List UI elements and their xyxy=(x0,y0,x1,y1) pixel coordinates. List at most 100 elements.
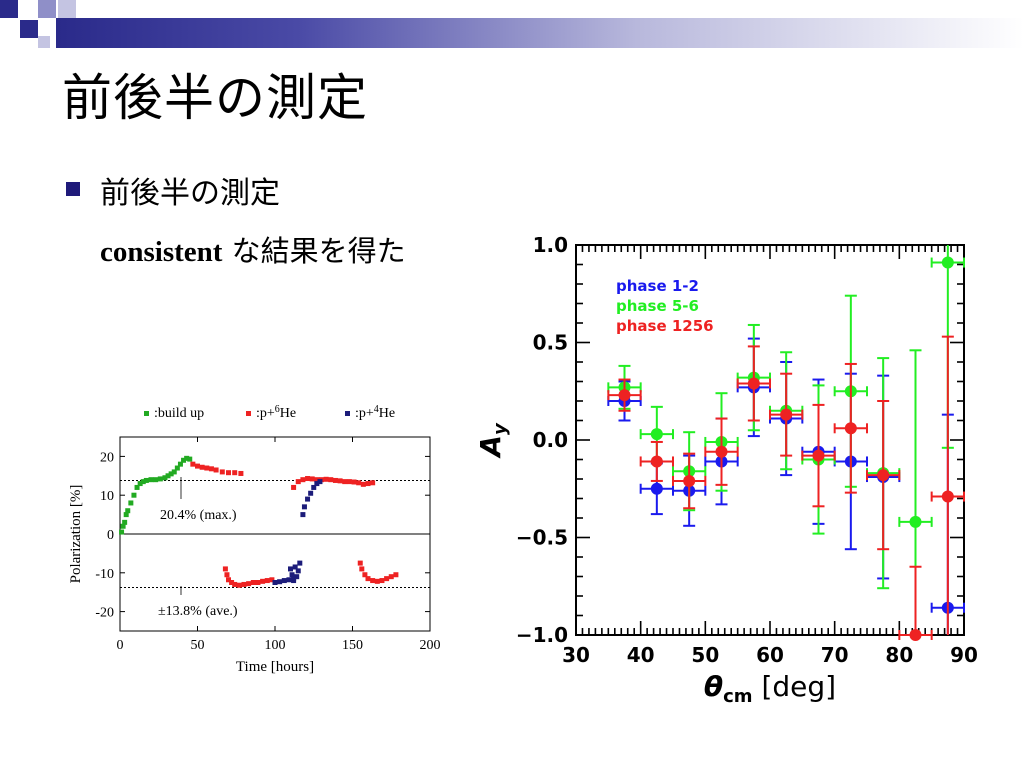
x-axis-label-unit: [deg] xyxy=(753,670,837,703)
bullet-square-icon xyxy=(66,182,80,196)
data-point xyxy=(941,256,954,269)
data-point xyxy=(294,574,300,580)
data-point xyxy=(715,445,728,458)
data-point xyxy=(208,466,214,472)
data-point xyxy=(295,479,301,485)
data-point xyxy=(288,566,293,572)
header-gradient-bar xyxy=(56,18,1024,48)
data-point xyxy=(213,467,219,473)
y-tick-label: 10 xyxy=(100,489,114,504)
legend-item: phase 1256 xyxy=(616,317,714,335)
x-tick-label: 90 xyxy=(950,643,978,667)
legend: :build up :p+6He :p+4He xyxy=(144,404,395,421)
y-tick-label: 0.0 xyxy=(533,428,568,452)
sub-bullet-japanese: な結果を得た xyxy=(222,234,406,268)
data-point xyxy=(286,577,292,583)
y-tick-label: 0.5 xyxy=(533,331,568,355)
data-point xyxy=(134,484,140,490)
bullet-text: 前後半の測定 xyxy=(100,176,280,211)
x-tick-label: 30 xyxy=(562,643,590,667)
data-point xyxy=(222,566,228,572)
y-axis-label: Ay xyxy=(480,422,511,459)
polarization-chart: :build up :p+6He :p+4He 0 50 100 150 2002010… xyxy=(68,404,441,675)
data-point xyxy=(162,475,168,481)
y-tick-label: −1.0 xyxy=(516,623,568,647)
data-point xyxy=(941,490,954,503)
sub-bullet-english: consistent xyxy=(100,236,223,268)
data-point xyxy=(747,377,760,390)
data-point xyxy=(260,578,266,584)
data-point xyxy=(131,492,137,498)
data-point xyxy=(119,529,125,535)
legend-swatch-build-up xyxy=(144,411,149,416)
data-point xyxy=(171,469,177,475)
data-point xyxy=(125,508,131,514)
data-point xyxy=(137,481,143,487)
data-point xyxy=(281,578,287,584)
x-tick-label: 100 xyxy=(265,638,286,653)
x-tick-label: 0 xyxy=(117,638,124,653)
legend-swatch-p4he xyxy=(345,411,350,416)
legend-text: :build up xyxy=(154,406,204,421)
data-point xyxy=(181,457,187,463)
data-point xyxy=(229,580,235,585)
data-point xyxy=(153,477,159,483)
data-point xyxy=(337,478,343,484)
data-point xyxy=(123,512,129,518)
data-point xyxy=(370,578,376,584)
data-point xyxy=(255,580,261,585)
data-point xyxy=(323,476,329,482)
data-point xyxy=(190,461,196,467)
data-point xyxy=(650,428,663,441)
data-point xyxy=(148,477,154,483)
data-point xyxy=(384,576,390,582)
data-point xyxy=(232,470,238,476)
legend-text: :p+ xyxy=(256,406,275,421)
y-tick-label: 1.0 xyxy=(533,233,568,257)
x-tick-label: 70 xyxy=(821,643,849,667)
data-point xyxy=(177,461,183,467)
data-point xyxy=(226,470,231,476)
annotation-max: 20.4% (max.) xyxy=(160,508,237,523)
data-point xyxy=(250,580,256,585)
data-point xyxy=(305,476,311,482)
data-point xyxy=(195,463,200,469)
x-axis-label: θcm [deg] xyxy=(704,670,836,707)
data-point xyxy=(120,523,126,529)
data-point xyxy=(300,512,306,518)
data-point xyxy=(365,576,371,582)
data-point xyxy=(168,471,174,477)
data-point xyxy=(291,484,297,490)
data-point xyxy=(328,477,334,483)
x-tick-label: 200 xyxy=(420,638,441,653)
data-point xyxy=(314,477,320,483)
series-phase-1256 xyxy=(607,335,965,641)
data-point xyxy=(780,408,793,421)
data-point xyxy=(291,576,297,582)
header-decoration xyxy=(0,0,1024,50)
legend-swatch-p6he xyxy=(246,411,251,416)
data-point xyxy=(246,581,252,587)
data-point xyxy=(165,473,171,479)
data-point xyxy=(219,469,225,475)
data-point xyxy=(317,479,323,485)
data-point xyxy=(308,490,314,496)
y-tick-label: −0.5 xyxy=(516,526,568,550)
axis-ticks: 30 40 50 60 70 80 90 1.0 0.5 0.0 −0.5 −1.0 xyxy=(516,233,978,667)
x-tick-label: 50 xyxy=(191,638,205,653)
data-point xyxy=(357,560,363,566)
y-tick-label: 0 xyxy=(107,528,114,543)
data-point xyxy=(314,481,320,487)
legend-superscript: 6 xyxy=(275,404,280,415)
data-point xyxy=(351,479,357,485)
annotation-avg: ±13.8% (ave.) xyxy=(158,604,238,619)
data-point xyxy=(844,422,857,435)
header-square xyxy=(38,0,56,18)
y-axis-label: Polarization [%] xyxy=(68,485,84,584)
data-point xyxy=(311,484,317,490)
data-points xyxy=(119,455,399,588)
x-axis-label: Time [hours] xyxy=(236,659,314,675)
data-point xyxy=(812,449,825,462)
data-point xyxy=(140,479,146,485)
x-tick-label: 40 xyxy=(627,643,655,667)
